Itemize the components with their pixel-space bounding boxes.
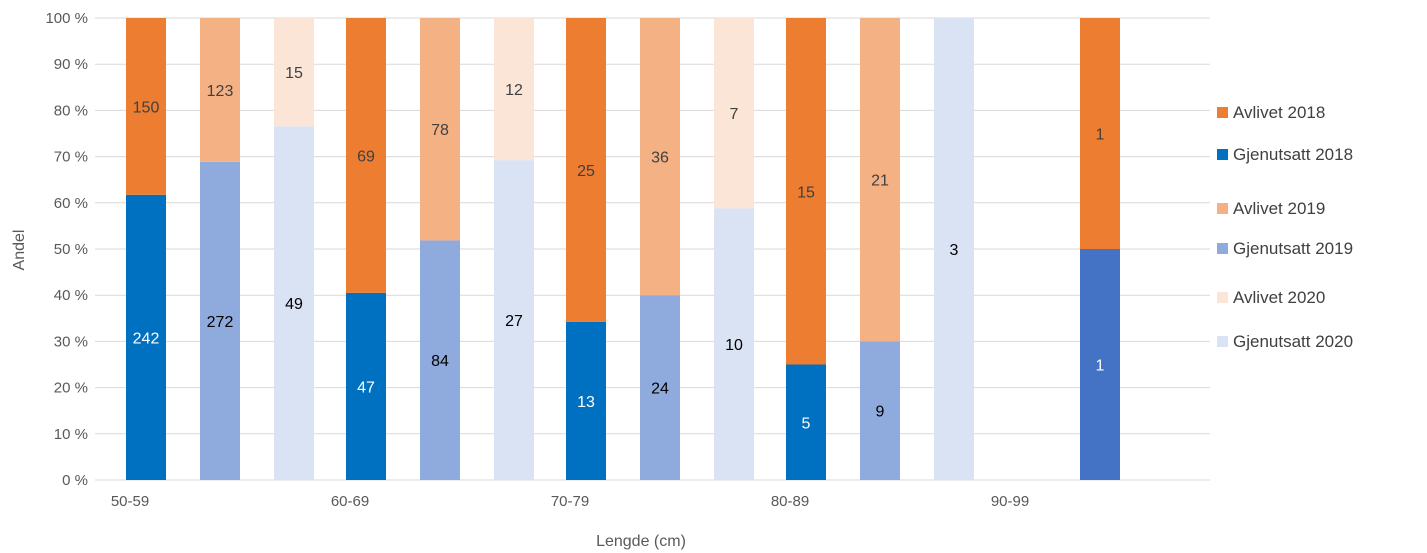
bar-segment-gjenutsatt xyxy=(640,295,680,480)
bar-segment-avlivet xyxy=(1080,18,1120,249)
data-label: 3 xyxy=(950,242,959,259)
y-tick-label: 30 % xyxy=(54,333,88,350)
bar-segment-avlivet xyxy=(346,18,386,293)
bar-segment-gjenutsatt xyxy=(200,161,240,481)
data-label: 47 xyxy=(357,379,375,396)
bar-segment-gjenutsatt xyxy=(934,18,974,480)
bar-segment-gjenutsatt xyxy=(566,321,606,480)
data-label: 1 xyxy=(1096,127,1105,144)
legend-label: Gjenutsatt 2019 xyxy=(1233,239,1353,258)
data-label: 242 xyxy=(133,330,160,347)
y-tick-label: 50 % xyxy=(54,241,88,258)
bar-segment-avlivet xyxy=(640,18,680,296)
bar-segment-gjenutsatt xyxy=(786,364,826,480)
y-tick-label: 20 % xyxy=(54,380,88,397)
data-label: 272 xyxy=(207,314,234,331)
bar-segment-gjenutsatt xyxy=(126,194,166,481)
x-tick-label: 80-89 xyxy=(771,493,809,510)
bar-segment-avlivet xyxy=(786,18,826,365)
legend-label: Gjenutsatt 2020 xyxy=(1233,332,1353,351)
y-tick-label: 0 % xyxy=(62,472,88,489)
data-label: 24 xyxy=(651,381,669,398)
y-tick-label: 100 % xyxy=(45,10,88,27)
data-label: 150 xyxy=(133,99,160,116)
y-axis: 0 % 10 % 20 % 30 % 40 % 50 % 60 % 70 % 80 % 90 % 1… xyxy=(45,10,88,489)
bar-segment-avlivet xyxy=(860,18,900,342)
x-tick-label: 60-69 xyxy=(331,493,369,510)
data-label: 21 xyxy=(871,173,889,190)
data-label: 7 xyxy=(730,106,739,123)
y-tick-label: 40 % xyxy=(54,287,88,304)
legend-swatch xyxy=(1217,292,1228,303)
bars xyxy=(126,18,1120,481)
data-label: 1 xyxy=(1096,358,1105,375)
legend-swatch xyxy=(1217,107,1228,118)
x-tick-label: 70-79 xyxy=(551,493,589,510)
data-label: 49 xyxy=(285,296,303,313)
data-label: 9 xyxy=(876,404,885,421)
x-tick-label: 50-59 xyxy=(111,493,149,510)
data-label: 15 xyxy=(285,65,303,82)
bar-segment-gjenutsatt xyxy=(714,208,754,480)
legend-swatch xyxy=(1217,203,1228,214)
y-axis-title: Andel xyxy=(11,230,28,271)
data-labels: 2421502721234915476984782712132524361075… xyxy=(133,65,1105,432)
data-label: 12 xyxy=(505,82,523,99)
bar-segment-gjenutsatt xyxy=(860,341,900,480)
x-axis-title: Lengde (cm) xyxy=(596,533,686,550)
bar-segment-avlivet xyxy=(494,18,534,161)
bar-segment-avlivet xyxy=(566,18,606,322)
y-tick-label: 70 % xyxy=(54,149,88,166)
legend-swatch xyxy=(1217,243,1228,254)
data-label: 5 xyxy=(802,415,811,432)
bar-segment-avlivet xyxy=(274,18,314,127)
data-label: 13 xyxy=(577,394,595,411)
x-axis: 50-59 60-69 70-79 80-89 90-99 xyxy=(111,493,1029,510)
bar-segment-gjenutsatt xyxy=(1080,249,1120,480)
data-label: 27 xyxy=(505,313,523,330)
bar-segment-avlivet xyxy=(200,18,240,162)
data-label: 10 xyxy=(725,337,743,354)
data-label: 69 xyxy=(357,148,375,165)
bar-segment-gjenutsatt xyxy=(274,126,314,480)
data-label: 78 xyxy=(431,122,449,139)
data-label: 36 xyxy=(651,150,669,167)
legend: Avlivet 2018 Gjenutsatt 2018 Avlivet 2019 G… xyxy=(1217,103,1353,351)
bar-segment-avlivet xyxy=(126,18,166,195)
bar-segment-gjenutsatt xyxy=(346,292,386,480)
legend-label: Avlivet 2020 xyxy=(1233,288,1325,307)
y-tick-label: 60 % xyxy=(54,195,88,212)
data-label: 25 xyxy=(577,163,595,180)
y-tick-label: 80 % xyxy=(54,102,88,119)
legend-label: Avlivet 2018 xyxy=(1233,103,1325,122)
data-label: 84 xyxy=(431,353,449,370)
y-tick-label: 10 % xyxy=(54,426,88,443)
x-tick-label: 90-99 xyxy=(991,493,1029,510)
legend-swatch xyxy=(1217,149,1228,160)
bar-segment-gjenutsatt xyxy=(494,160,534,480)
bar-segment-avlivet xyxy=(714,18,754,209)
y-tick-label: 90 % xyxy=(54,56,88,73)
bar-segment-gjenutsatt xyxy=(420,240,460,480)
legend-swatch xyxy=(1217,336,1228,347)
data-label: 15 xyxy=(797,184,815,201)
data-label: 123 xyxy=(207,83,234,100)
legend-label: Gjenutsatt 2018 xyxy=(1233,145,1353,164)
bar-segment-avlivet xyxy=(420,18,460,241)
legend-label: Avlivet 2019 xyxy=(1233,199,1325,218)
